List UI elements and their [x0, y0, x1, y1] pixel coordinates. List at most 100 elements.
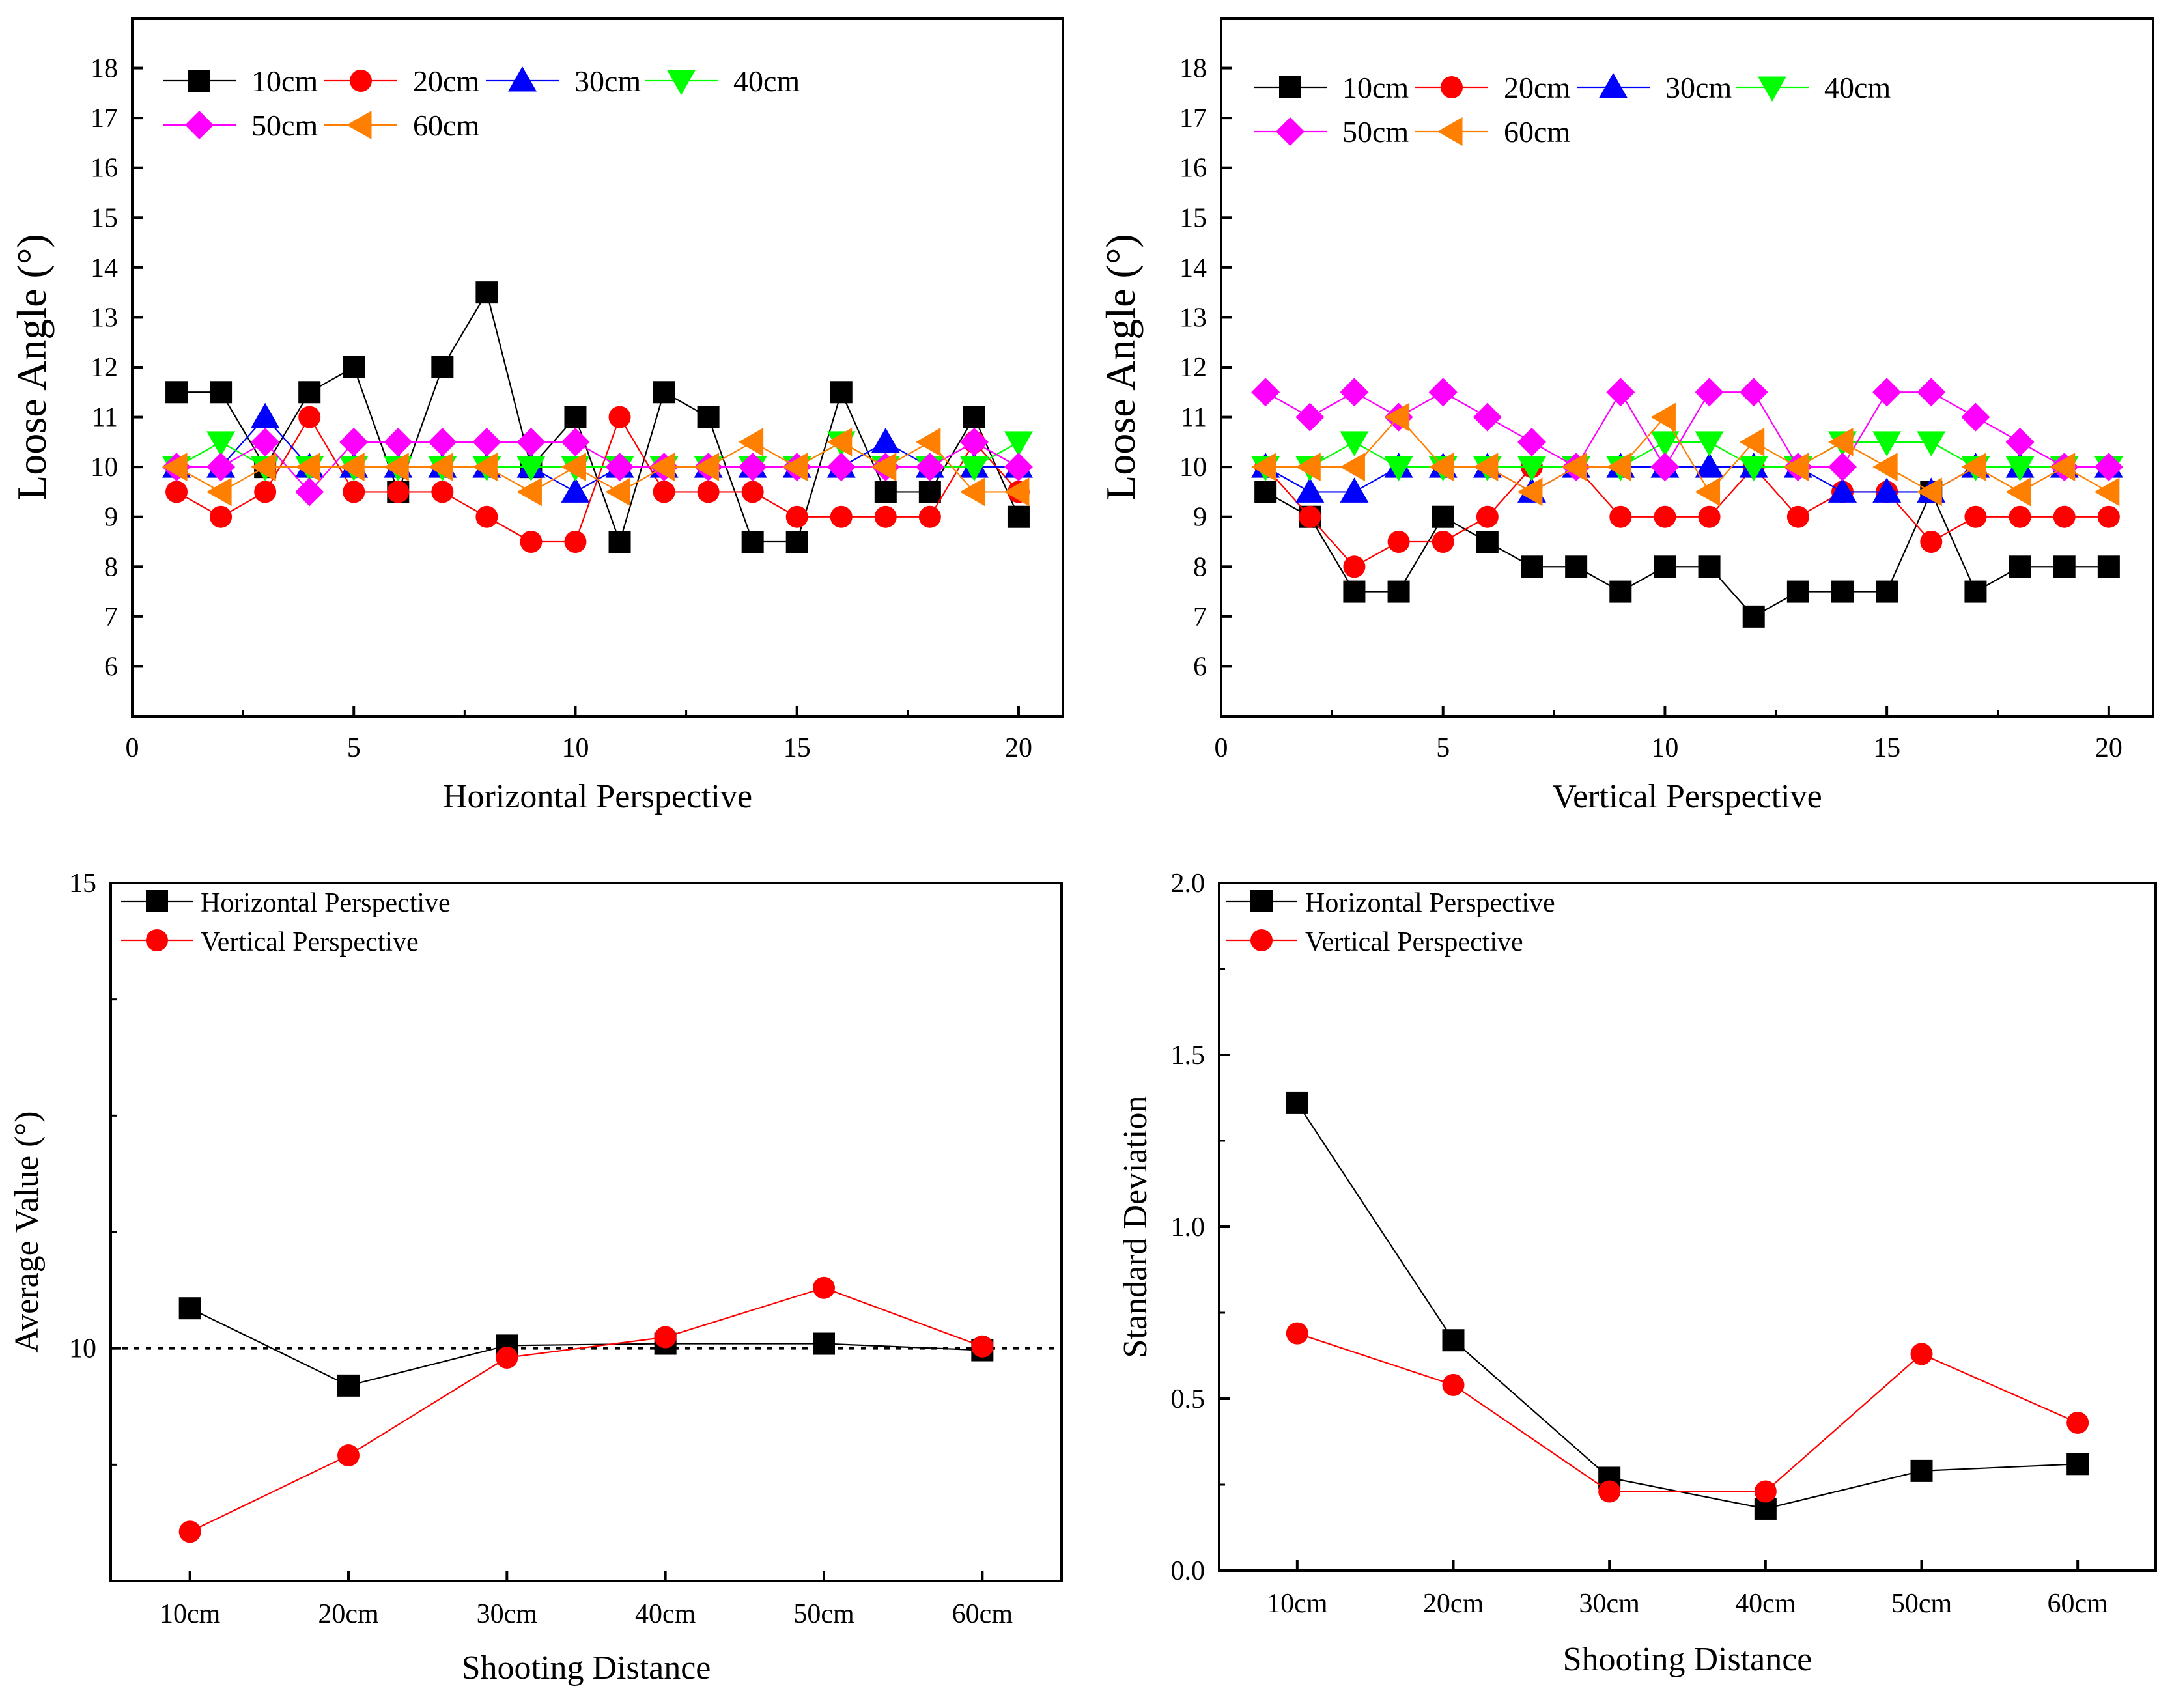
y-tick-label: 1.5 [1171, 1041, 1206, 1071]
y-axis: 10 15 [69, 869, 121, 1466]
data-point [564, 406, 587, 428]
y-tick-label: 15 [1179, 203, 1207, 233]
data-point [1872, 431, 1902, 456]
data-point [1286, 1091, 1308, 1114]
data-point [1742, 605, 1765, 628]
data-point [472, 427, 501, 456]
data-point [1917, 477, 1942, 507]
x-axis-title: Shooting Distance [1563, 1641, 1812, 1678]
data-point [561, 453, 586, 482]
y-axis-title: Loose Angle (°) [8, 234, 55, 501]
y-tick-label: 9 [1193, 503, 1207, 533]
data-point [1476, 531, 1499, 553]
data-point [387, 481, 410, 503]
data-point [1872, 477, 1902, 503]
x-tick-label: 10 [561, 733, 589, 763]
data-point [1910, 1343, 1933, 1365]
data-point [1698, 555, 1721, 578]
data-point [1786, 505, 1809, 528]
y-tick-label: 16 [91, 154, 118, 184]
series-vertical-perspective [1286, 1322, 2089, 1503]
legend: Horizontal Perspective Vertical Perspecti… [1226, 888, 1555, 957]
series-30cm [162, 402, 1033, 503]
y-tick-label: 0.5 [1171, 1384, 1206, 1414]
x-axis-title: Vertical Perspective [1552, 778, 1822, 815]
y-tick-label: 16 [1179, 154, 1207, 184]
data-point [1650, 453, 1680, 482]
data-point [1340, 477, 1369, 503]
data-point [1384, 456, 1413, 482]
data-point [1340, 431, 1369, 456]
x-tick-label: 60cm [952, 1599, 1013, 1629]
data-point [1517, 427, 1546, 456]
data-point [251, 427, 280, 456]
y-tick-label: 6 [1193, 652, 1207, 682]
data-point [339, 427, 369, 456]
data-point [1695, 453, 1724, 478]
data-point [782, 453, 808, 482]
data-point [654, 1326, 677, 1349]
data-point [1442, 1373, 1465, 1396]
data-point [918, 481, 941, 503]
legend-label: 10cm [1342, 71, 1409, 104]
data-point [210, 505, 233, 528]
data-point [1654, 555, 1676, 578]
x-tick-label: 20cm [318, 1599, 379, 1629]
data-point [1920, 531, 1943, 553]
y-tick-label: 2.0 [1171, 869, 1206, 899]
data-point [1007, 505, 1030, 528]
x-axis: 10cm 20cm 30cm 40cm 50cm 60cm [160, 1571, 1013, 1629]
legend-marker [1250, 890, 1273, 912]
data-point [2066, 1453, 2089, 1476]
legend-marker [1437, 117, 1463, 146]
data-point [206, 477, 232, 507]
data-point [1828, 427, 1854, 456]
x-tick-label: 5 [1436, 733, 1450, 763]
legend: 10cm 20cm 30cm 40cm 50cm 60cm [1254, 71, 1891, 148]
y-axis: 0.0 0.5 1.0 1.5 2.0 [1171, 869, 1230, 1586]
x-tick-label: 40cm [635, 1599, 696, 1629]
panel-horizontal-loose-angle: 6 7 8 9 10 11 12 13 14 15 16 17 18 0 5 10 15 20 10cm 20cm 30… [8, 17, 1064, 815]
legend-marker [346, 111, 372, 139]
data-point [1254, 481, 1277, 503]
data-point [475, 281, 498, 304]
data-point [1343, 580, 1366, 603]
data-point [298, 406, 321, 428]
data-point [1428, 378, 1458, 407]
data-point [1295, 453, 1321, 482]
data-point [1299, 505, 1321, 528]
x-tick-label: 50cm [1891, 1589, 1953, 1619]
legend-label: 60cm [413, 109, 479, 142]
data-point [1695, 431, 1724, 456]
y-tick-label: 6 [104, 652, 118, 682]
data-point [1517, 477, 1543, 507]
data-point [2066, 1411, 2089, 1434]
data-point [1786, 580, 1809, 603]
legend-marker [667, 70, 696, 95]
data-point [915, 453, 944, 482]
x-tick-label: 20 [2095, 733, 2123, 763]
data-point [337, 1444, 360, 1467]
legend-label: 50cm [251, 109, 318, 142]
legend-marker [508, 66, 537, 92]
data-point [1910, 1459, 1933, 1482]
data-point [738, 453, 767, 482]
data-point [1004, 453, 1033, 482]
x-axis-title: Shooting Distance [462, 1649, 711, 1687]
data-point [785, 505, 808, 528]
data-point [2097, 505, 2120, 528]
data-point [1606, 453, 1631, 482]
data-point [649, 453, 675, 482]
y-tick-label: 9 [104, 503, 118, 533]
data-point [1695, 378, 1724, 407]
data-point [1565, 555, 1588, 578]
data-point [1872, 453, 1898, 482]
y-tick-label: 13 [1179, 303, 1207, 333]
y-tick-label: 18 [91, 54, 118, 84]
data-point [1517, 456, 1546, 482]
data-point [1917, 431, 1946, 456]
data-point [1831, 580, 1854, 603]
data-point [2009, 505, 2031, 528]
series-50cm [1251, 378, 2123, 482]
x-tick-label: 40cm [1735, 1589, 1796, 1619]
